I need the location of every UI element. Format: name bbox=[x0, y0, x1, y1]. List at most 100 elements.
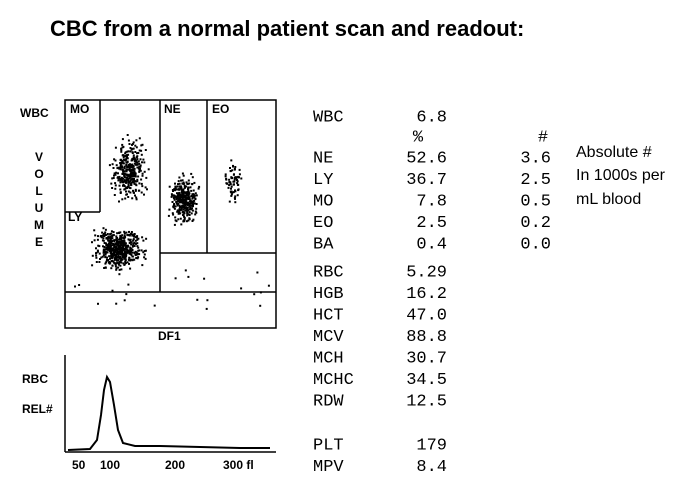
readout-value: 7.8 bbox=[416, 192, 447, 211]
scatter-dot bbox=[253, 293, 256, 296]
scatter-dot bbox=[193, 194, 196, 197]
scatter-dot bbox=[146, 188, 148, 191]
scatter-dot bbox=[229, 170, 232, 173]
scatter-dot bbox=[179, 212, 182, 215]
scatter-dot bbox=[102, 254, 105, 257]
scatter-dot bbox=[123, 247, 125, 250]
scatter-dot bbox=[118, 273, 121, 276]
scatter-dot bbox=[116, 256, 119, 259]
scatter-dot bbox=[238, 173, 241, 176]
scatter-dot bbox=[116, 237, 119, 239]
scatter-dot bbox=[229, 167, 231, 169]
scatter-dot bbox=[227, 186, 230, 189]
scatter-dot bbox=[132, 179, 135, 182]
scatter-dot bbox=[192, 218, 195, 221]
scatter-dot bbox=[104, 251, 107, 254]
scatter-dot bbox=[121, 251, 123, 253]
scatter-dot bbox=[103, 267, 106, 269]
scatter-dot bbox=[128, 177, 131, 180]
scatter-dot bbox=[137, 237, 140, 240]
scatter-dot bbox=[118, 268, 121, 271]
readout-value: 16.2 bbox=[406, 285, 447, 304]
scatter-dot bbox=[95, 261, 98, 263]
scatter-dot bbox=[130, 250, 133, 252]
scatter-dot bbox=[259, 304, 262, 307]
scatter-dot bbox=[232, 180, 235, 183]
scatter-dot bbox=[136, 163, 139, 166]
scatter-dot bbox=[142, 239, 145, 242]
scatter-dot bbox=[191, 209, 194, 212]
scatter-dot bbox=[102, 232, 105, 235]
scatter-dot bbox=[228, 184, 231, 187]
scatter-dot bbox=[110, 242, 113, 244]
scatter-dot bbox=[187, 198, 190, 200]
scatter-dot bbox=[128, 233, 131, 236]
readout-label: MCH bbox=[313, 349, 344, 368]
scatter-dot bbox=[145, 237, 148, 240]
scatter-dot bbox=[188, 214, 191, 216]
scatter-dot bbox=[125, 193, 128, 196]
scatter-dot bbox=[182, 208, 185, 211]
scatter-dot bbox=[189, 186, 192, 189]
scatter-dot bbox=[126, 134, 129, 136]
scatter-dot bbox=[136, 235, 139, 238]
scatter-dot bbox=[122, 256, 125, 259]
scatter-dot bbox=[123, 241, 126, 244]
scatter-dot bbox=[189, 204, 192, 207]
scatter-dot bbox=[190, 189, 193, 192]
readout-value: 30.7 bbox=[406, 349, 447, 368]
scatter-dot bbox=[191, 193, 194, 196]
scatter-dot bbox=[132, 154, 135, 157]
scatter-dot bbox=[183, 220, 186, 223]
scatter-dot bbox=[74, 285, 76, 288]
scatter-dot bbox=[191, 176, 194, 179]
readout-value: 12.5 bbox=[406, 392, 447, 411]
scatter-dot bbox=[125, 181, 128, 184]
scatter-dot bbox=[125, 178, 128, 181]
scatter-dot bbox=[185, 192, 188, 195]
readout-absolute: 2.5 bbox=[520, 171, 551, 190]
scatter-dot bbox=[102, 234, 104, 237]
scatter-dot bbox=[125, 293, 128, 296]
scatter-dot bbox=[132, 243, 135, 245]
scatter-dot bbox=[108, 241, 111, 243]
scatter-dot bbox=[107, 236, 110, 239]
scatter-dot bbox=[111, 259, 114, 262]
scatter-dot bbox=[186, 214, 189, 217]
scatter-dot bbox=[168, 185, 171, 188]
scatter-dot bbox=[134, 183, 137, 186]
scatter-dot bbox=[137, 175, 140, 178]
scatter-dot bbox=[122, 170, 125, 173]
scatter-dot bbox=[114, 249, 117, 252]
scatter-dot bbox=[240, 287, 243, 290]
scatter-dot bbox=[95, 254, 98, 257]
title: CBC from a normal patient scan and reado… bbox=[50, 16, 524, 41]
scatter-dot bbox=[174, 196, 177, 199]
scatter-dot bbox=[110, 230, 113, 233]
scatter-dot bbox=[133, 167, 136, 170]
scatter-dot bbox=[117, 238, 120, 241]
scatter-dot bbox=[231, 169, 234, 172]
scatter-dot bbox=[109, 257, 111, 260]
scatter-dot bbox=[171, 194, 174, 197]
scatter-dot bbox=[108, 164, 111, 167]
scatter-dot bbox=[109, 237, 112, 240]
scatter-dot bbox=[121, 234, 124, 237]
scatter-dot bbox=[107, 235, 110, 238]
scatter-dot bbox=[178, 211, 180, 214]
scatter-dot bbox=[118, 200, 120, 203]
scatter-dot bbox=[118, 184, 121, 187]
scatter-dot bbox=[122, 158, 125, 161]
scatter-dot bbox=[113, 239, 116, 242]
scatter-dot bbox=[138, 169, 141, 171]
scatter-dot bbox=[101, 255, 104, 258]
scatter-dot bbox=[123, 263, 126, 266]
scatter-dot bbox=[117, 244, 120, 247]
scatter-dot bbox=[194, 213, 197, 216]
scatter-dot bbox=[203, 277, 206, 280]
scatter-dot bbox=[191, 183, 194, 186]
scatter-dot bbox=[122, 253, 125, 256]
scatter-dot bbox=[134, 158, 137, 161]
scatter-dot bbox=[192, 201, 195, 204]
scatter-dot bbox=[179, 217, 182, 220]
